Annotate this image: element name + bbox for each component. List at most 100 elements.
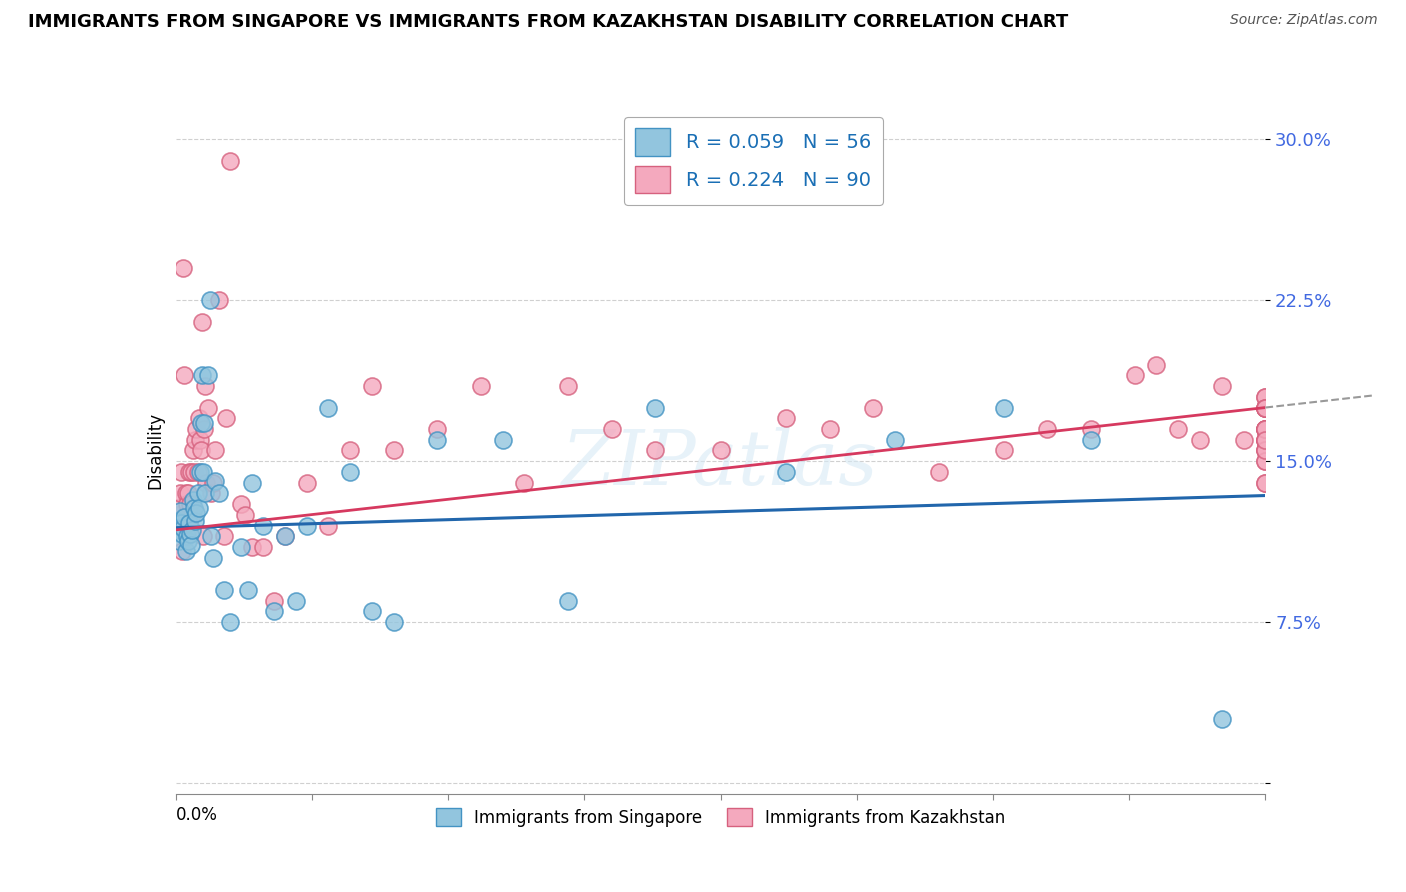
Point (172, 521, 194, 535)
Point (201, 475, 224, 490)
Point (339, 443, 361, 458)
Point (174, 544, 197, 558)
Point (191, 368, 214, 383)
Point (862, 401, 884, 415)
Point (197, 401, 219, 415)
Point (179, 497, 201, 511)
Point (1254, 401, 1277, 415)
Point (1232, 433, 1256, 447)
Point (183, 465, 205, 479)
Point (180, 538, 202, 552)
Point (186, 506, 208, 520)
Point (181, 492, 204, 507)
Point (993, 443, 1015, 458)
Point (212, 582, 235, 597)
Point (1254, 422, 1277, 436)
Point (195, 475, 218, 490)
Point (170, 516, 193, 531)
Point (172, 527, 194, 541)
Point (231, 540, 253, 554)
Point (169, 503, 191, 517)
Point (295, 475, 318, 490)
Point (167, 501, 190, 516)
Point (173, 368, 195, 383)
Point (173, 510, 195, 524)
Point (295, 518, 318, 533)
Point (1080, 422, 1102, 436)
Point (1254, 422, 1277, 436)
Point (1254, 422, 1277, 436)
Point (1211, 712, 1233, 726)
Point (1144, 358, 1167, 372)
Point (200, 486, 222, 500)
Point (184, 514, 207, 528)
Point (360, 604, 382, 618)
Point (198, 293, 221, 308)
Point (177, 486, 200, 500)
Point (492, 433, 515, 447)
Point (252, 518, 274, 533)
Point (187, 411, 209, 425)
Point (172, 544, 194, 558)
Point (190, 443, 212, 458)
Point (208, 486, 231, 500)
Point (194, 486, 217, 500)
Point (176, 497, 198, 511)
Point (644, 443, 666, 458)
Point (240, 475, 263, 490)
Point (426, 422, 449, 436)
Text: IMMIGRANTS FROM SINGAPORE VS IMMIGRANTS FROM KAZAKHSTAN DISABILITY CORRELATION C: IMMIGRANTS FROM SINGAPORE VS IMMIGRANTS … (28, 13, 1069, 31)
Point (1123, 368, 1146, 383)
Point (252, 540, 274, 554)
Point (1254, 454, 1277, 468)
Point (219, 615, 242, 630)
Point (1254, 433, 1277, 447)
Point (204, 474, 226, 488)
Point (240, 540, 263, 554)
Point (263, 604, 285, 618)
Point (169, 486, 191, 500)
Point (426, 433, 449, 447)
Point (818, 422, 841, 436)
Point (274, 529, 297, 543)
Point (180, 465, 202, 479)
Point (186, 486, 209, 500)
Point (190, 416, 212, 430)
Point (557, 593, 579, 607)
Point (1254, 443, 1277, 458)
Point (1254, 422, 1277, 436)
Point (177, 533, 200, 548)
Point (284, 593, 307, 607)
Point (1036, 422, 1059, 436)
Point (513, 475, 536, 490)
Point (382, 443, 405, 458)
Point (191, 529, 214, 543)
Point (1254, 433, 1277, 447)
Point (177, 516, 200, 531)
Point (1254, 401, 1277, 415)
Point (1254, 475, 1277, 490)
Point (170, 465, 193, 479)
Point (600, 422, 623, 436)
Point (236, 582, 259, 597)
Point (1254, 443, 1277, 458)
Point (197, 368, 219, 383)
Point (1254, 433, 1277, 447)
Point (181, 443, 204, 458)
Point (186, 422, 208, 436)
Point (174, 486, 197, 500)
Point (167, 514, 190, 528)
Point (1254, 475, 1277, 490)
Point (263, 593, 285, 607)
Text: 0.0%: 0.0% (176, 806, 218, 824)
Point (1254, 401, 1277, 415)
Point (884, 433, 907, 447)
Point (183, 501, 205, 516)
Point (775, 411, 797, 425)
Point (212, 529, 235, 543)
Point (177, 465, 200, 479)
Point (928, 465, 950, 479)
Point (186, 465, 209, 479)
Point (1080, 433, 1102, 447)
Point (1254, 390, 1277, 404)
